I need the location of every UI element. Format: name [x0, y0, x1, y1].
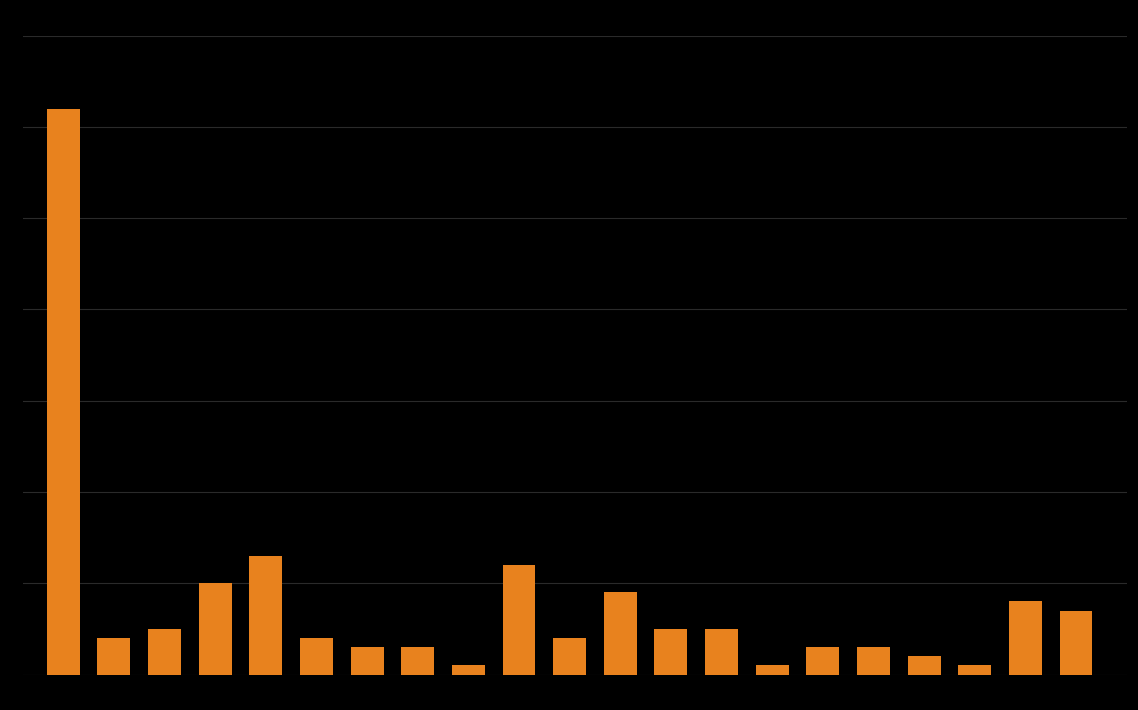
- Bar: [351, 647, 384, 674]
- Bar: [300, 638, 333, 674]
- Bar: [1059, 611, 1092, 674]
- Bar: [654, 629, 687, 674]
- Bar: [249, 556, 282, 674]
- Bar: [908, 656, 940, 674]
- Bar: [148, 629, 181, 674]
- Bar: [807, 647, 839, 674]
- Bar: [199, 583, 232, 674]
- Bar: [402, 647, 435, 674]
- Bar: [47, 109, 80, 674]
- Bar: [503, 565, 536, 674]
- Bar: [452, 665, 485, 674]
- Bar: [604, 592, 637, 674]
- Bar: [98, 638, 131, 674]
- Bar: [756, 665, 789, 674]
- Bar: [857, 647, 890, 674]
- Bar: [1009, 601, 1041, 674]
- Bar: [958, 665, 991, 674]
- Bar: [553, 638, 586, 674]
- Bar: [706, 629, 737, 674]
